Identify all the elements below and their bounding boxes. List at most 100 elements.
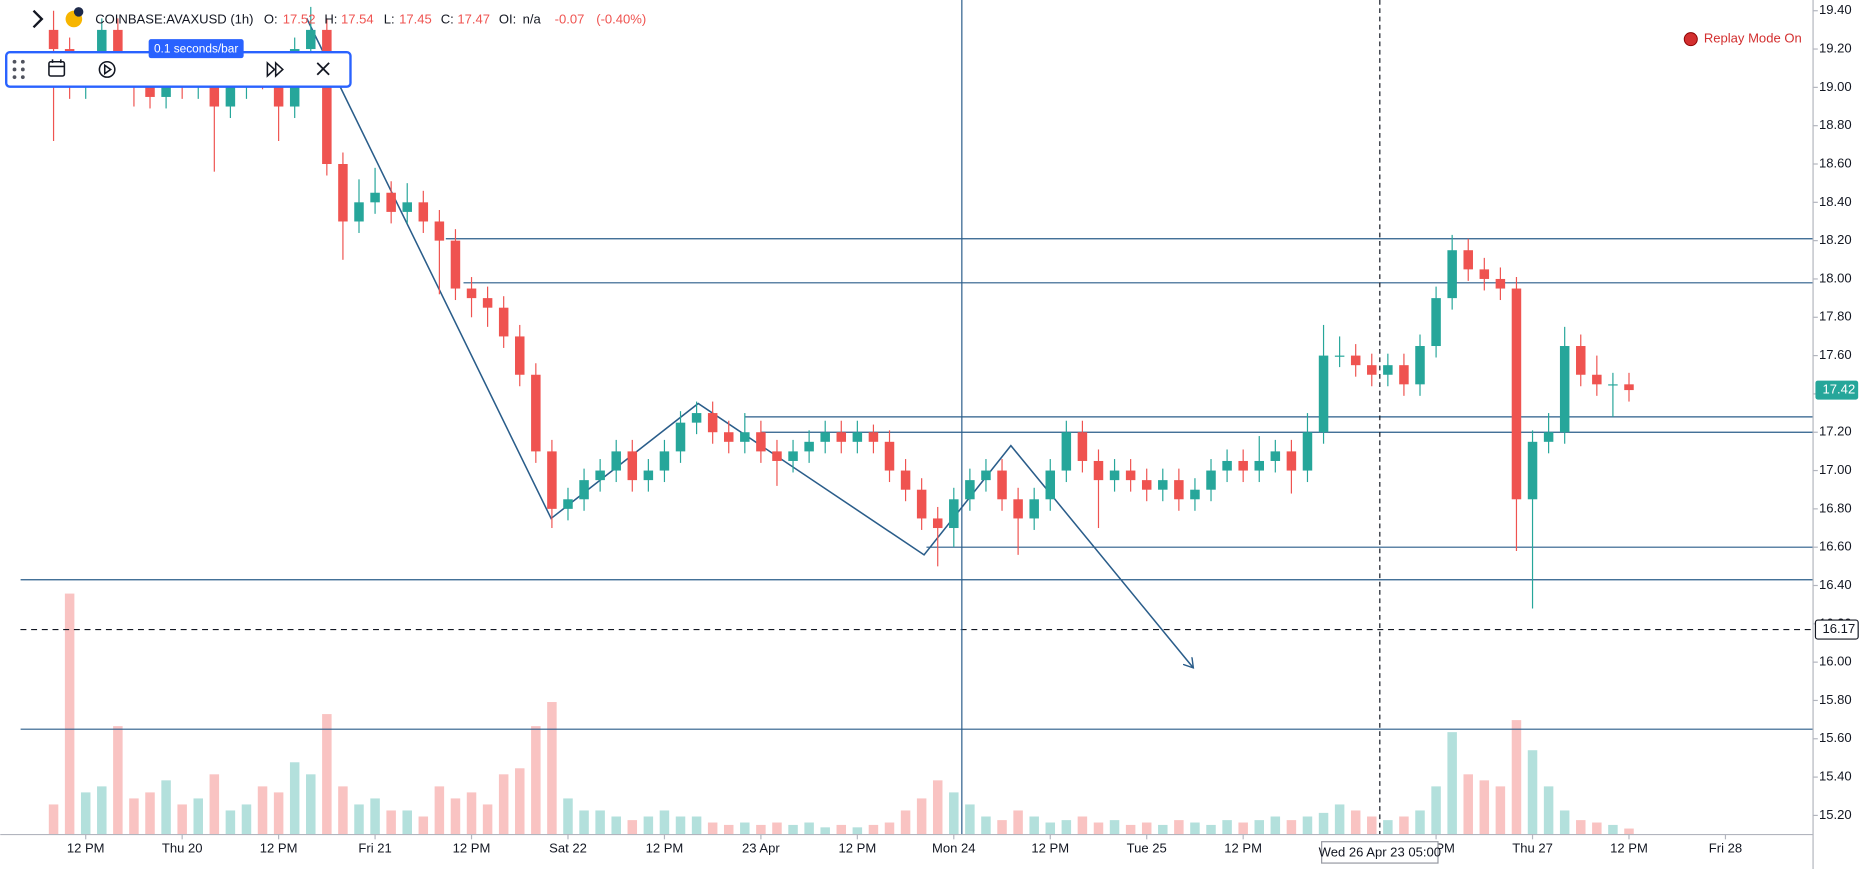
axis-layer [0,0,1818,869]
candle-body [1174,480,1184,500]
volume-bar [627,820,638,835]
y-tick-label: 19.40 [1819,2,1852,17]
y-tick-label: 18.40 [1819,194,1852,209]
candle-body [868,432,879,442]
volume-bar [1238,822,1248,835]
candle-body [900,470,911,490]
legend-value: 17.52 [283,12,316,27]
volume-bar [1559,810,1570,835]
volume-bar [1254,820,1264,835]
candle-body [1061,432,1072,471]
volume-bar [1463,774,1473,835]
volume-bar [145,792,155,835]
candle-body [1222,460,1232,471]
candle-body [1399,365,1409,385]
candle-body [145,87,155,97]
volume-bar [965,804,975,835]
candle-body [498,307,509,337]
volume-bar [1286,820,1297,835]
candle-body [547,451,557,509]
candle-body [48,29,59,50]
volume-bar [1318,812,1329,835]
candle-body [225,87,236,107]
volume-bar [836,824,847,835]
volume-bar [1624,828,1634,835]
volume-bar [675,816,686,835]
candle-body [1158,480,1168,490]
change-value: -0.07 [555,12,585,27]
candle-body [707,413,718,433]
volume-bar [820,827,830,835]
volume-bar [306,774,316,835]
volume-bar [129,798,139,835]
candle-body [804,441,814,452]
y-tick-label: 16.00 [1819,654,1852,669]
volume-bar [1029,816,1039,835]
x-tick-label: 12 PM [260,840,298,855]
volume-bar [531,726,541,835]
replay-status: Replay Mode On [1704,31,1802,46]
volume-bar [64,593,75,835]
close-button[interactable] [316,62,330,76]
ohlc-legend: O: 17.52 H: 17.54 L: 17.45 C: 17.47 OI: n/a -0.07 (… [264,12,646,27]
volume-bar [997,820,1007,835]
y-tick-label: 17.20 [1819,424,1852,439]
y-tick-label: 17.60 [1819,347,1852,362]
candle-body [466,288,477,299]
drag-handle[interactable] [12,59,25,80]
legend-value: 17.54 [341,12,374,27]
candle-body [1624,384,1634,391]
volume-bar [981,816,991,835]
volume-bar [161,780,171,835]
volume-bar [1141,822,1152,835]
candle-body [1077,432,1088,461]
candle-body [1093,460,1104,481]
candle-body [450,240,461,289]
volume-bar [1125,824,1136,835]
y-tick-label: 16.40 [1819,577,1852,592]
candle-body [1367,365,1377,375]
volume-bar [1592,822,1602,835]
candle-body [209,77,220,107]
x-tick-label: 12 PM [67,840,105,855]
candle-body [1270,451,1281,461]
candle-body [1350,355,1361,366]
header: COINBASE:AVAXUSD (1h) [32,7,254,29]
legend-value: 17.47 [457,12,490,27]
y-tick-label: 19.00 [1819,79,1852,94]
volume-bar [225,810,236,835]
calendar-button[interactable] [48,59,66,77]
volume-bar [949,792,959,835]
candle-body [1125,470,1136,481]
candle-body [997,470,1007,500]
candle-body [113,29,123,69]
collapse-chevron[interactable] [32,9,44,29]
volume-bar [643,816,654,835]
candle-body [949,499,959,529]
candle-body [482,298,493,308]
volume-bar [788,824,798,835]
candle-body [386,192,396,212]
legend-key: C: [441,12,454,27]
volume-bar [402,810,412,835]
candle-body [723,432,734,442]
candle-body [643,470,654,481]
x-tick-label: Thu 27 [1512,840,1553,855]
volume-bar [97,786,107,835]
x-tick-label: 12 PM [1224,840,1262,855]
candle-body [1302,432,1313,471]
volume-bar [1013,810,1023,835]
candle-body [1141,480,1152,490]
candle-body [788,451,798,461]
symbol-logo-badge [73,7,84,17]
volume-bar [659,810,670,835]
volume-bar [740,822,750,835]
play-button[interactable] [98,60,116,78]
candle-body [322,29,332,165]
volume-bar [884,822,895,835]
forward-button[interactable] [266,61,284,78]
volume-bar [1045,822,1056,835]
candle-body [1463,250,1473,270]
candle-body [515,336,525,375]
